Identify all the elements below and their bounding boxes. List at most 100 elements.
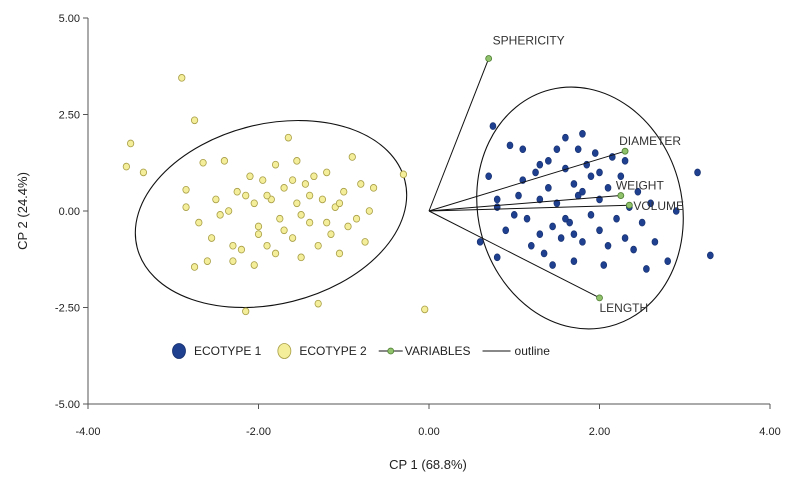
ecotype1-point [604,184,612,192]
ecotype1-point [553,145,561,154]
group-ellipses [134,86,684,330]
ecotype2-point [306,191,314,200]
variable-label: VOLUME [633,199,684,213]
ecotype1-point [647,199,654,208]
ecotype1-point [579,238,586,246]
ecotype1-point [527,241,535,250]
ecotype2-point [190,263,199,271]
ecotype1-point [651,238,659,246]
ecotype2-point [344,222,352,231]
ecotype1-point [587,211,595,219]
ecotype1-point [591,149,599,157]
ecotype1-point [562,133,569,142]
ecotype2-point [314,241,322,250]
ecotype1-point [587,172,595,181]
ecotype1-point [502,226,510,235]
ecotype1-point [549,261,556,269]
ecotype1-point [579,130,586,138]
ecotype2-point [293,199,301,208]
ecotype1-point [634,187,642,196]
ecotype2-point [361,238,369,246]
ecotype1-point [604,241,612,250]
ecotype1-point [523,214,531,223]
y-axis-title: CP 2 (24.4%) [15,172,30,250]
ecotype1-point [510,211,518,219]
ecotype2-point [293,157,301,165]
variable-vector-line [428,58,490,212]
ecotype2-point [208,234,216,242]
ecotype2-point [229,257,237,265]
ecotype2-point [323,168,331,177]
variable-label: SPHERICITY [493,34,565,48]
ecotype2-point [348,153,356,161]
ecotype2-point [323,218,331,227]
variable-point [596,294,603,302]
ecotype1-point [540,249,548,258]
ecotype2-point [246,172,254,181]
ecotype1-point [579,187,586,196]
ecotype2-point [182,203,190,211]
variable-point [485,55,493,62]
ecotype2-point [288,234,297,242]
ecotype1-point [638,218,646,227]
y-tick-label: -2.50 [55,303,80,315]
legend-label: outline [515,344,551,358]
ecotype2-point [220,157,228,165]
ecotype1-point [506,141,514,150]
ecotype2-point [340,187,348,196]
ecotype2-point [318,195,327,204]
ecotype2-point [271,160,280,169]
ecotype2-points [122,74,429,316]
ecotype2-point [212,195,220,204]
ecotype1-point [493,253,501,262]
ecotype2-point [190,116,199,125]
ecotype2-point [254,222,263,231]
ecotype1-point [664,257,672,265]
ecotype1-point [536,230,544,238]
ecotype1-point [557,234,565,242]
ecotype2-point [259,176,267,184]
ecotype1-point [596,168,603,177]
ecotype2-point [327,230,335,238]
ecotype2-point [310,172,318,181]
x-axis-title: CP 1 (68.8%) [389,457,467,472]
ecotype2-point [229,241,237,250]
ecotype2-point [357,180,365,188]
y-tick-label: 0.00 [59,206,80,218]
y-tick-label: 5.00 [59,13,80,25]
ecotype1-point [574,145,582,154]
ecotype2-point [263,241,271,250]
ecotype2-point [306,218,314,227]
ecotype1-point [643,265,650,273]
variable-vector-line [428,204,630,212]
ecotype1-point [621,157,629,165]
ecotype1-point [549,222,556,231]
x-tick-label: 0.00 [418,426,439,438]
ecotype2-point [288,176,297,184]
ecotype2-point [280,226,288,235]
variable-point [625,201,633,209]
ecotype2-point [216,211,224,219]
ecotype2-point [352,214,361,223]
ecotype2-point [122,162,130,171]
ecotype2-point [254,230,263,238]
tick-marks [83,17,771,409]
ecotype2-point [271,249,280,258]
variable-point [617,192,625,199]
variable-label: WEIGHT [616,179,665,193]
ecotype1-point [617,172,625,181]
ecotype1-point [570,230,578,238]
ecotype1-point [536,195,544,204]
ecotype2-point [195,218,203,227]
ecotype1-point [476,238,484,246]
ecotype2-point [335,199,344,208]
ecotype1-point [570,180,578,188]
ecotype1-point [489,122,497,130]
ecotype2-point [203,257,211,265]
ecotype2-point [335,249,344,258]
ecotype2-point [233,187,241,196]
ecotype1-point [485,172,492,181]
ecotype2-point [276,214,284,223]
ecotype2-point [182,185,190,194]
